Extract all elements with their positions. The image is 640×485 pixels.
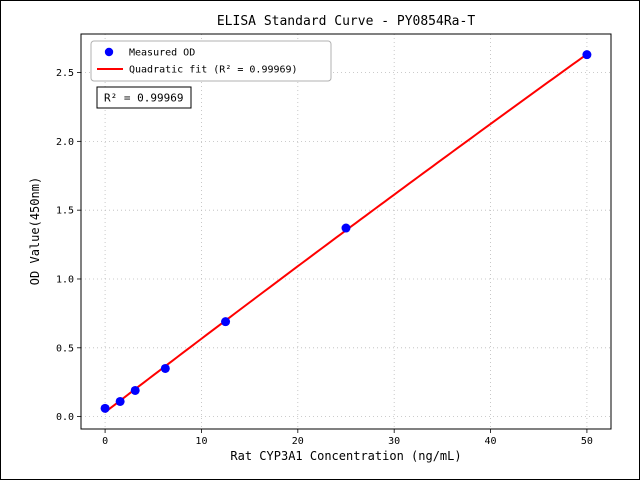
data-layer bbox=[100, 50, 592, 413]
measured-od-point bbox=[115, 396, 125, 406]
plot-border bbox=[80, 33, 612, 430]
measured-od-point bbox=[582, 50, 592, 60]
y-tick-label: 2.5 bbox=[56, 68, 74, 79]
legend-marker-measured-od bbox=[104, 47, 114, 57]
annotation-box bbox=[96, 86, 192, 109]
measured-od-point bbox=[100, 403, 110, 413]
legend-label-quadratic-fit: Quadratic fit (R² = 0.99969) bbox=[129, 65, 298, 76]
y-tick-label: 0.5 bbox=[56, 343, 74, 354]
x-tick-label: 10 bbox=[195, 436, 207, 447]
r-squared-annotation: R² = 0.99969 bbox=[96, 86, 192, 109]
y-tick-label: 1.5 bbox=[56, 206, 74, 217]
y-tick-label: 0.0 bbox=[56, 412, 74, 423]
annotation-text: R² = 0.99969 bbox=[104, 92, 183, 105]
x-axis-label: Rat CYP3A1 Concentration (ng/mL) bbox=[230, 449, 461, 463]
chart-title: ELISA Standard Curve - PY0854Ra-T bbox=[217, 14, 475, 29]
y-tick-label: 1.0 bbox=[56, 274, 74, 285]
y-tick-label: 2.0 bbox=[56, 137, 74, 148]
x-tick-label: 20 bbox=[292, 436, 304, 447]
measured-od-point bbox=[130, 385, 140, 395]
tick-layer: 0 10 20 30 40 50 0.0 0.5 1.0 1.5 2.0 2.5 bbox=[56, 68, 593, 447]
legend-box bbox=[90, 40, 332, 82]
x-tick-label: 0 bbox=[102, 436, 108, 447]
measured-od-point bbox=[160, 363, 170, 373]
measured-od-point bbox=[221, 317, 231, 327]
legend: Measured OD Quadratic fit (R² = 0.99969) bbox=[90, 40, 332, 82]
x-tick-label: 50 bbox=[581, 436, 593, 447]
x-tick-label: 30 bbox=[388, 436, 400, 447]
y-axis-label: OD Value(450nm) bbox=[28, 177, 42, 285]
x-tick-label: 40 bbox=[485, 436, 497, 447]
legend-label-measured-od: Measured OD bbox=[129, 48, 195, 59]
measured-od-point bbox=[341, 223, 351, 233]
